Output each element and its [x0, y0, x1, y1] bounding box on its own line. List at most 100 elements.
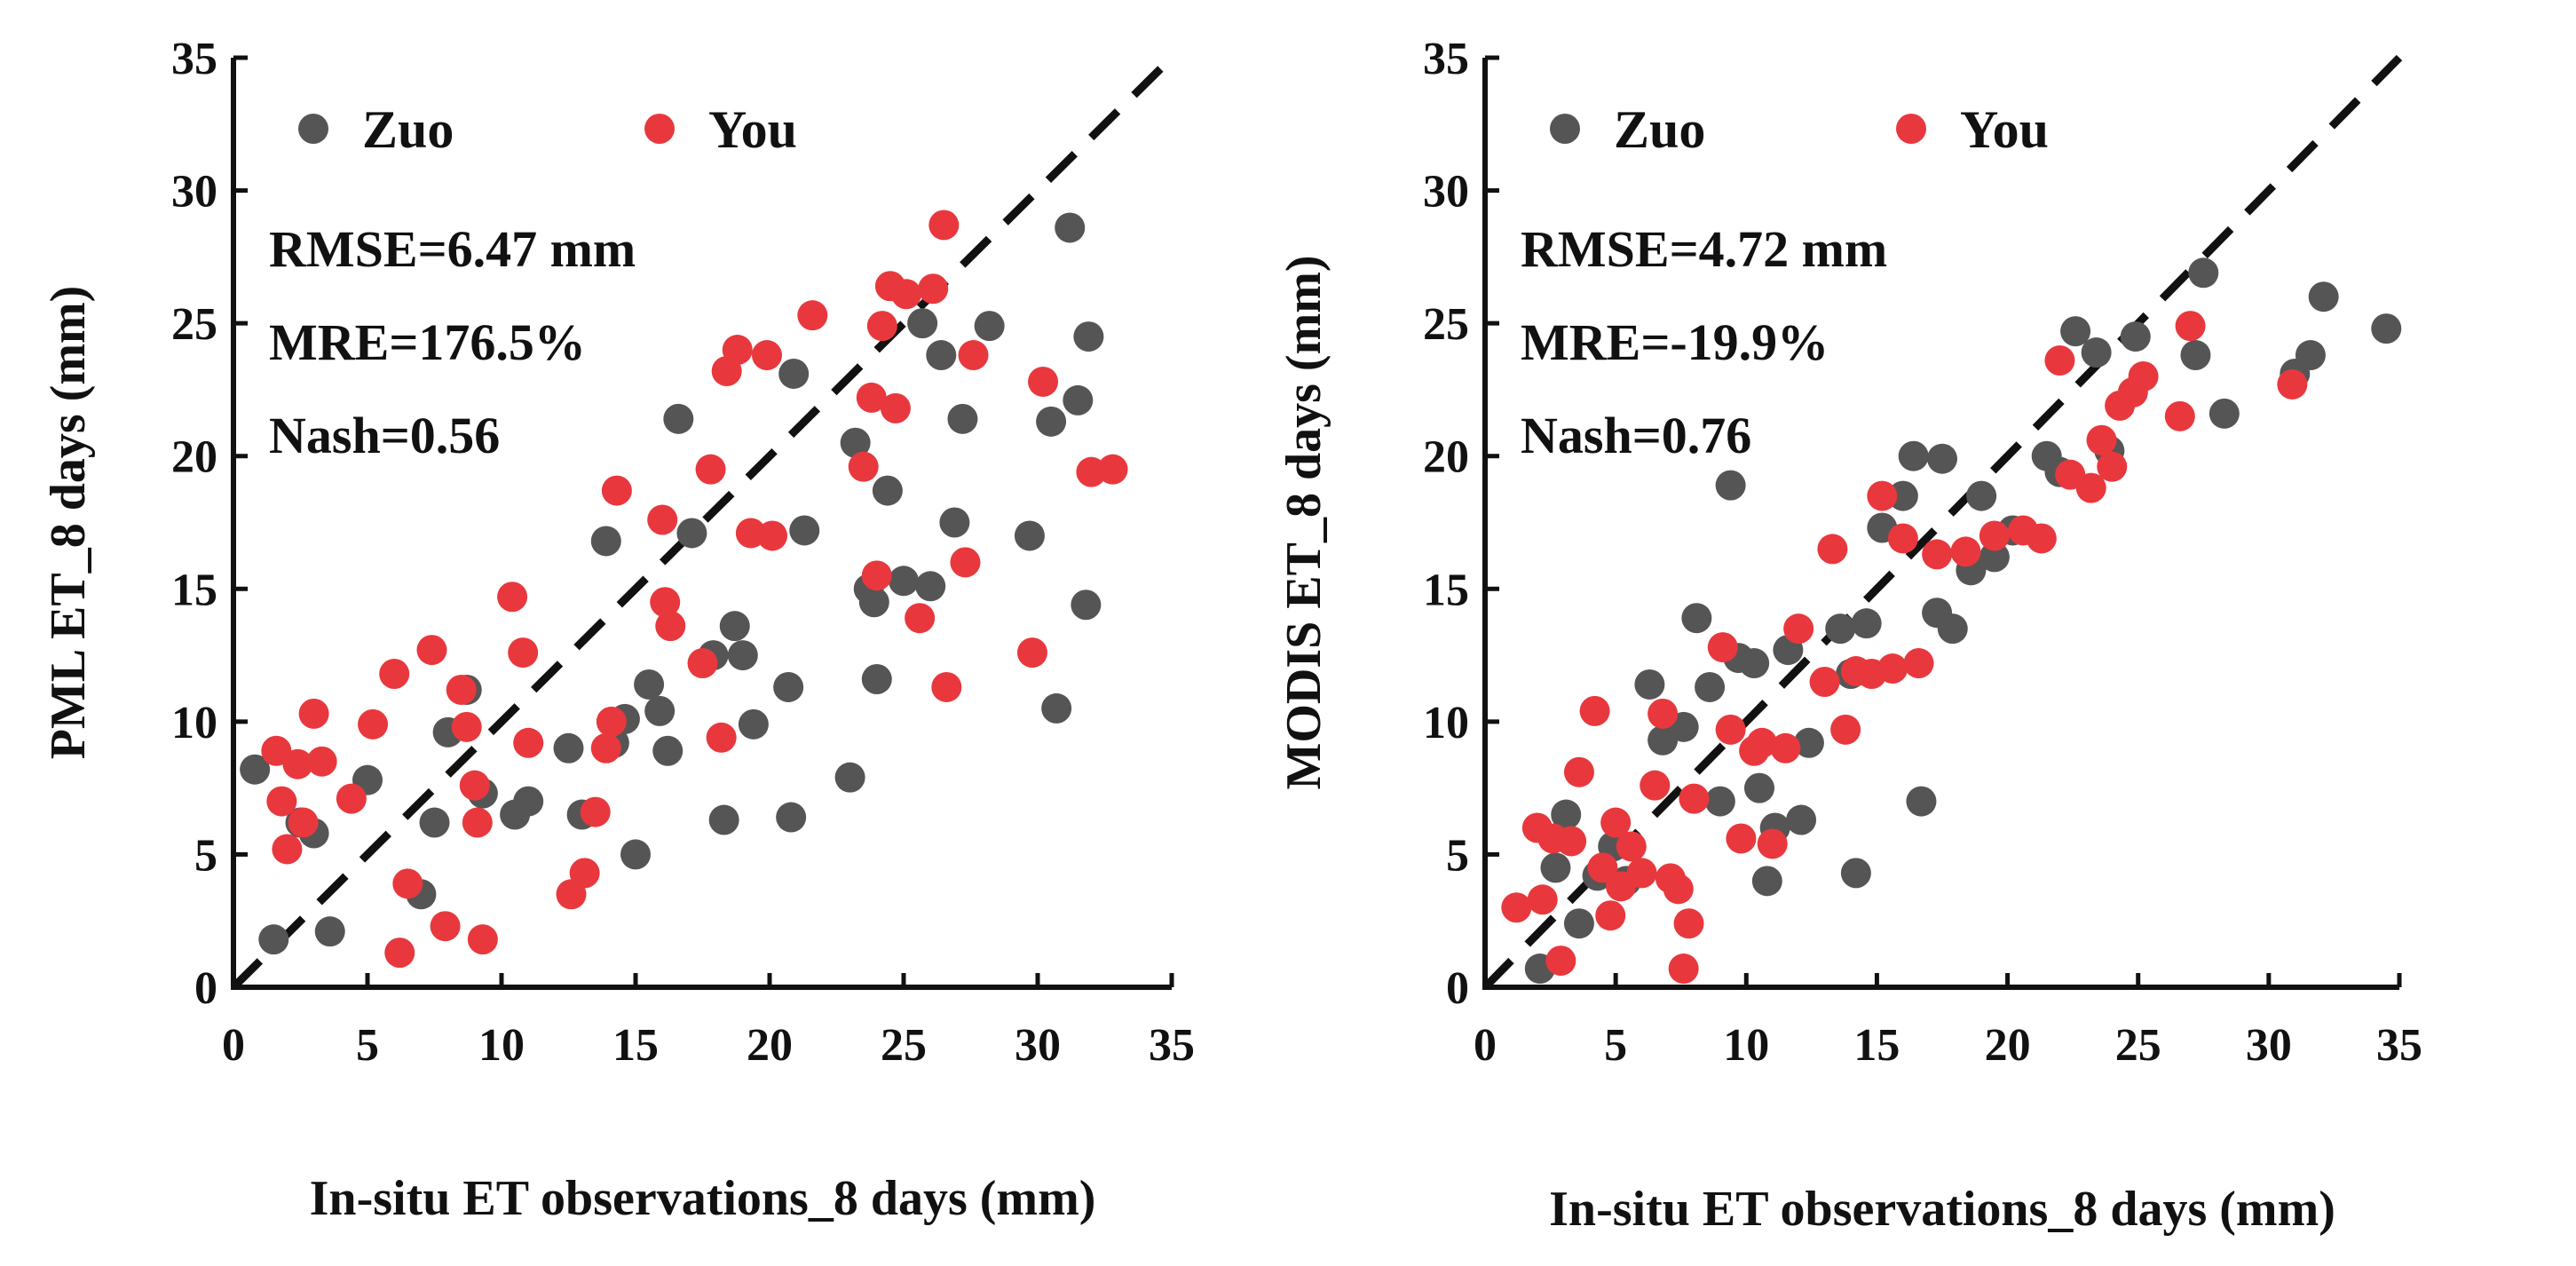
data-point-zuo — [778, 358, 810, 389]
data-point-zuo — [1073, 321, 1104, 352]
data-point-you — [306, 746, 337, 777]
data-point-zuo — [663, 403, 694, 434]
x-tick-label: 35 — [2376, 1020, 2422, 1071]
data-point-you — [751, 340, 782, 371]
series-you — [261, 210, 1128, 969]
x-axis-title: In-situ ET observations_8 days (mm) — [310, 1171, 1096, 1226]
data-point-zuo — [947, 403, 978, 434]
data-point-zuo — [513, 786, 544, 817]
data-point-you — [1640, 770, 1671, 801]
legend-marker-zuo — [1550, 114, 1580, 144]
data-point-you — [569, 858, 600, 889]
data-point-zuo — [872, 475, 903, 506]
data-point-you — [861, 560, 892, 591]
data-point-you — [1746, 727, 1777, 758]
data-point-you — [1979, 520, 2010, 551]
data-point-zuo — [2209, 398, 2240, 429]
data-point-zuo — [1704, 786, 1735, 817]
data-point-zuo — [915, 571, 946, 602]
data-point-you — [928, 210, 960, 241]
x-tick-label: 5 — [356, 1020, 379, 1071]
data-point-zuo — [1540, 852, 1571, 883]
data-point-zuo — [1966, 480, 1997, 511]
chart-panel-1: 0 5 10 15 20 25 30 35 0 5 10 15 20 25 30 35 In-situ ET o… — [41, 34, 1195, 1226]
data-point-you — [905, 603, 936, 634]
data-point-you — [1016, 637, 1047, 669]
data-point-zuo — [789, 515, 820, 546]
data-point-zuo — [2060, 316, 2091, 347]
data-point-you — [2086, 424, 2117, 455]
data-point-you — [1887, 523, 1918, 554]
data-point-you — [1668, 953, 1699, 985]
data-point-zuo — [1898, 440, 1929, 471]
y-tick-label: 0 — [194, 963, 217, 1014]
data-point-zuo — [974, 311, 1005, 342]
data-point-zuo — [889, 566, 919, 597]
data-point-zuo — [240, 754, 271, 785]
data-point-zuo — [738, 708, 769, 740]
data-point-zuo — [719, 611, 750, 642]
data-point-you — [757, 520, 788, 551]
data-point-zuo — [652, 735, 684, 766]
data-point-you — [797, 300, 828, 331]
data-point-zuo — [1563, 908, 1594, 939]
data-point-you — [298, 698, 329, 729]
data-point-zuo — [1793, 727, 1824, 758]
data-point-you — [880, 392, 911, 423]
data-point-you — [1922, 539, 1953, 570]
y-tick-label: 20 — [1423, 432, 1469, 483]
legend-marker-you — [1896, 114, 1926, 144]
stat-line: RMSE=4.72 mm — [1521, 220, 1887, 278]
data-point-zuo — [1041, 692, 1072, 724]
data-point-zuo — [1055, 212, 1086, 243]
data-point-you — [931, 671, 962, 702]
data-point-zuo — [620, 839, 651, 870]
x-tick-label: 10 — [1723, 1020, 1769, 1071]
data-point-you — [2044, 345, 2075, 376]
data-point-zuo — [314, 916, 345, 947]
data-point-you — [459, 770, 490, 801]
data-point-you — [266, 786, 297, 817]
x-tick-label: 10 — [478, 1020, 525, 1071]
data-point-zuo — [1937, 613, 1968, 645]
x-tick-label: 25 — [881, 1020, 927, 1071]
data-point-you — [1648, 698, 1679, 729]
y-axis-title: PML ET_8 days (mm) — [41, 286, 96, 760]
y-tick-label: 5 — [194, 830, 217, 881]
data-point-you — [918, 273, 949, 305]
y-tick-label: 15 — [171, 565, 217, 615]
data-point-you — [282, 748, 313, 779]
data-point-you — [950, 547, 981, 578]
data-point-you — [392, 868, 423, 899]
data-point-you — [2075, 472, 2106, 503]
data-point-you — [508, 637, 539, 669]
x-axis-title: In-situ ET observations_8 days (mm) — [1549, 1182, 2335, 1237]
chart-panel-2: 0 5 10 15 20 25 30 35 0 5 10 15 20 25 30 35 In-situ ET o… — [1276, 34, 2422, 1237]
data-point-you — [1600, 807, 1632, 838]
y-tick-label: 5 — [1446, 830, 1469, 881]
data-point-you — [1663, 874, 1694, 905]
data-point-you — [590, 732, 621, 764]
data-point-you — [2175, 311, 2206, 342]
x-tick-label: 0 — [1474, 1020, 1497, 1071]
x-tick-label: 35 — [1149, 1020, 1195, 1071]
one-to-one-line — [1482, 54, 2403, 991]
data-point-you — [1757, 828, 1788, 859]
data-point-you — [379, 659, 410, 690]
data-point-zuo — [676, 518, 707, 549]
x-tick-label: 30 — [2246, 1020, 2292, 1071]
data-point-zuo — [1071, 589, 1102, 621]
data-point-you — [1877, 653, 1908, 684]
data-point-you — [601, 475, 632, 506]
stat-line: Nash=0.76 — [1521, 407, 1751, 464]
data-point-you — [1595, 900, 1626, 931]
data-point-you — [1950, 536, 1981, 567]
data-point-you — [706, 722, 737, 753]
data-point-you — [722, 335, 753, 366]
y-tick-label: 30 — [171, 167, 217, 218]
data-point-you — [497, 582, 528, 613]
data-point-zuo — [907, 308, 938, 339]
series-you — [1501, 311, 2308, 985]
data-point-you — [2128, 360, 2159, 392]
data-point-you — [1527, 884, 1558, 915]
